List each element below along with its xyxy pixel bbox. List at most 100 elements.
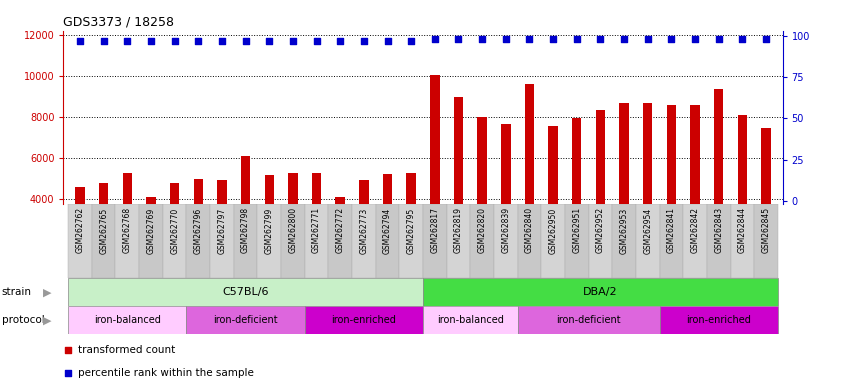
Bar bbox=[217, 180, 227, 282]
Bar bbox=[643, 103, 652, 282]
Point bbox=[475, 36, 489, 42]
Bar bbox=[501, 124, 510, 282]
Point bbox=[452, 36, 465, 42]
Text: GSM262952: GSM262952 bbox=[596, 207, 605, 253]
Bar bbox=[257, 204, 281, 278]
Text: iron-enriched: iron-enriched bbox=[332, 315, 396, 326]
Point bbox=[97, 38, 111, 44]
Text: iron-balanced: iron-balanced bbox=[94, 315, 161, 326]
Text: GSM262845: GSM262845 bbox=[761, 207, 771, 253]
Point bbox=[759, 36, 772, 42]
Text: iron-deficient: iron-deficient bbox=[557, 315, 621, 326]
Text: C57BL/6: C57BL/6 bbox=[222, 287, 269, 298]
Point bbox=[333, 38, 347, 44]
Text: GDS3373 / 18258: GDS3373 / 18258 bbox=[63, 15, 174, 28]
Bar bbox=[754, 204, 777, 278]
Text: GSM262839: GSM262839 bbox=[502, 207, 510, 253]
Bar bbox=[336, 197, 345, 282]
Text: GSM262800: GSM262800 bbox=[288, 207, 298, 253]
Text: GSM262840: GSM262840 bbox=[525, 207, 534, 253]
Text: GSM262770: GSM262770 bbox=[170, 207, 179, 253]
Text: GSM262799: GSM262799 bbox=[265, 207, 274, 253]
Text: GSM262843: GSM262843 bbox=[714, 207, 723, 253]
Text: GSM262950: GSM262950 bbox=[548, 207, 558, 253]
Point bbox=[239, 38, 252, 44]
Text: GSM262842: GSM262842 bbox=[690, 207, 700, 253]
Bar bbox=[667, 105, 676, 282]
Point bbox=[404, 38, 418, 44]
Point bbox=[168, 38, 181, 44]
Point bbox=[618, 36, 631, 42]
Bar bbox=[761, 128, 771, 282]
Bar bbox=[518, 204, 541, 278]
Point bbox=[191, 38, 205, 44]
Point bbox=[594, 36, 607, 42]
Bar bbox=[423, 306, 518, 334]
Bar bbox=[541, 204, 565, 278]
Text: GSM262768: GSM262768 bbox=[123, 207, 132, 253]
Bar bbox=[162, 204, 186, 278]
Bar bbox=[69, 204, 92, 278]
Point bbox=[120, 38, 134, 44]
Text: percentile rank within the sample: percentile rank within the sample bbox=[78, 368, 254, 378]
Bar bbox=[241, 156, 250, 282]
Bar bbox=[730, 204, 754, 278]
Bar bbox=[265, 175, 274, 282]
Bar bbox=[305, 204, 328, 278]
Bar bbox=[619, 103, 629, 282]
Point bbox=[547, 36, 560, 42]
Point bbox=[74, 38, 87, 44]
Text: transformed count: transformed count bbox=[78, 345, 175, 355]
Bar bbox=[186, 306, 305, 334]
Bar bbox=[92, 204, 116, 278]
Bar bbox=[376, 204, 399, 278]
Bar bbox=[690, 105, 700, 282]
Text: GSM262798: GSM262798 bbox=[241, 207, 250, 253]
Point bbox=[381, 38, 394, 44]
Bar bbox=[210, 204, 233, 278]
Text: GSM262817: GSM262817 bbox=[431, 207, 439, 253]
Bar bbox=[548, 126, 558, 282]
Point bbox=[735, 36, 749, 42]
Text: ▶: ▶ bbox=[43, 315, 52, 326]
Bar bbox=[423, 278, 777, 306]
Bar bbox=[352, 204, 376, 278]
Text: GSM262820: GSM262820 bbox=[478, 207, 486, 253]
Text: GSM262762: GSM262762 bbox=[75, 207, 85, 253]
Bar bbox=[525, 84, 534, 282]
Bar bbox=[288, 173, 298, 282]
Bar bbox=[75, 187, 85, 282]
Text: iron-enriched: iron-enriched bbox=[686, 315, 751, 326]
Bar bbox=[453, 96, 464, 282]
Bar bbox=[430, 75, 440, 282]
Text: GSM262841: GSM262841 bbox=[667, 207, 676, 253]
Text: GSM262772: GSM262772 bbox=[336, 207, 344, 253]
Bar bbox=[360, 180, 369, 282]
Point bbox=[286, 38, 299, 44]
Bar bbox=[170, 183, 179, 282]
Bar bbox=[382, 174, 393, 282]
Text: GSM262951: GSM262951 bbox=[572, 207, 581, 253]
Bar bbox=[596, 110, 605, 282]
Point bbox=[689, 36, 702, 42]
Text: GSM262769: GSM262769 bbox=[146, 207, 156, 253]
Bar bbox=[305, 306, 423, 334]
Text: GSM262795: GSM262795 bbox=[407, 207, 415, 253]
Point bbox=[215, 38, 228, 44]
Text: iron-balanced: iron-balanced bbox=[437, 315, 503, 326]
Bar bbox=[714, 89, 723, 282]
Point bbox=[428, 36, 442, 42]
Point bbox=[499, 36, 513, 42]
Text: ▶: ▶ bbox=[43, 287, 52, 298]
Bar bbox=[494, 204, 518, 278]
Bar bbox=[660, 204, 684, 278]
Text: iron-deficient: iron-deficient bbox=[213, 315, 277, 326]
Point bbox=[61, 370, 74, 376]
Bar bbox=[423, 204, 447, 278]
Text: strain: strain bbox=[2, 287, 31, 298]
Point bbox=[641, 36, 655, 42]
Bar bbox=[186, 204, 210, 278]
Bar bbox=[470, 204, 494, 278]
Bar bbox=[328, 204, 352, 278]
Text: GSM262844: GSM262844 bbox=[738, 207, 747, 253]
